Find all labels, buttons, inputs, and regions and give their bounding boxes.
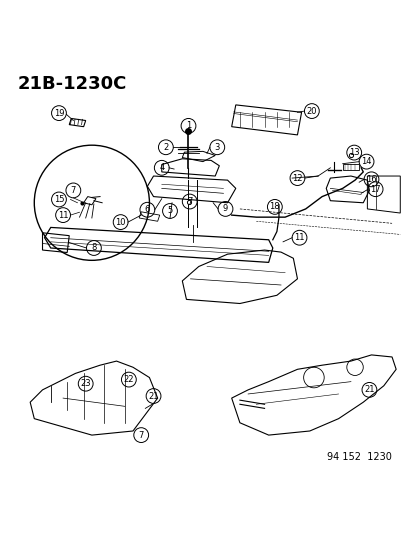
Text: 4: 4 xyxy=(159,163,164,172)
Text: 15: 15 xyxy=(54,195,64,204)
Text: 10: 10 xyxy=(115,217,126,227)
Text: 7: 7 xyxy=(71,186,76,195)
Text: 17: 17 xyxy=(369,185,380,193)
Text: 3: 3 xyxy=(214,143,219,152)
Text: 2: 2 xyxy=(163,143,168,152)
Text: 21: 21 xyxy=(363,385,374,394)
Text: 22: 22 xyxy=(123,375,134,384)
Text: 9: 9 xyxy=(222,205,228,213)
Text: 18: 18 xyxy=(269,203,280,212)
Text: 1: 1 xyxy=(185,122,191,131)
Text: 94 152  1230: 94 152 1230 xyxy=(326,452,391,462)
Text: 7: 7 xyxy=(138,431,144,440)
Text: 11: 11 xyxy=(294,233,304,242)
Text: 19: 19 xyxy=(54,109,64,118)
Text: 20: 20 xyxy=(306,107,316,116)
Text: 16: 16 xyxy=(365,175,376,184)
Text: 21B-1230C: 21B-1230C xyxy=(18,75,127,93)
Text: 23: 23 xyxy=(80,379,91,388)
Text: 13: 13 xyxy=(348,148,358,157)
Text: 12: 12 xyxy=(292,174,302,183)
Text: 21: 21 xyxy=(148,392,159,400)
Text: 14: 14 xyxy=(361,157,371,166)
Text: 11: 11 xyxy=(58,211,68,220)
Text: 8: 8 xyxy=(91,244,96,253)
Text: 6: 6 xyxy=(144,205,150,214)
Text: 5: 5 xyxy=(167,206,172,215)
Text: 7: 7 xyxy=(187,197,192,206)
